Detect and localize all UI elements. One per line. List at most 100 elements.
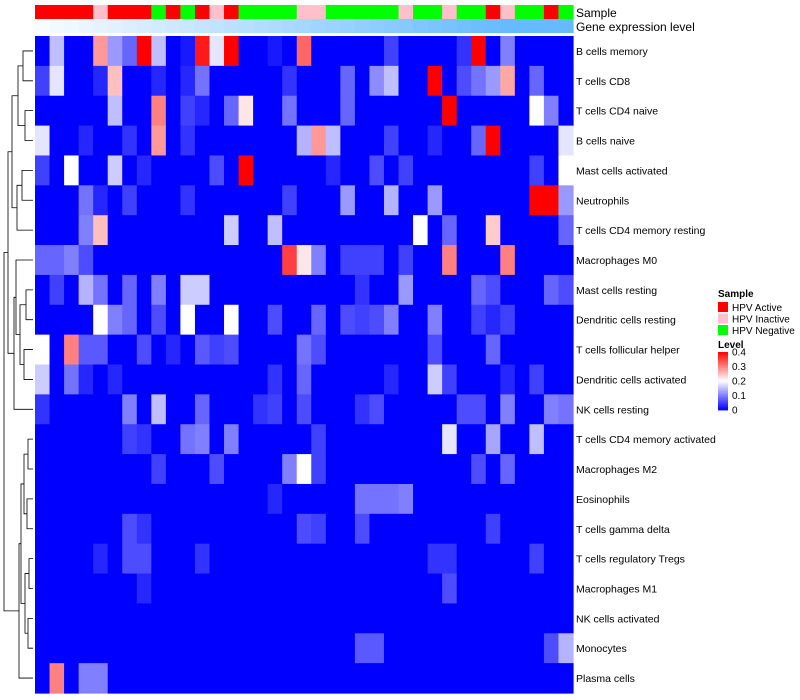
heatmap-cell [442, 633, 458, 664]
heatmap-cell [78, 663, 94, 694]
level-colorbar-step [718, 392, 728, 395]
heatmap-cell [296, 633, 312, 664]
heatmap-cell [471, 513, 487, 545]
heatmap-cell [209, 215, 225, 246]
heatmap-cell [238, 633, 254, 664]
expression-annotation-cell [194, 19, 211, 33]
heatmap-cell [471, 543, 487, 575]
heatmap-cell [93, 663, 109, 694]
heatmap-cell [238, 65, 254, 97]
heatmap-cell [398, 513, 414, 545]
heatmap-cell [500, 95, 516, 127]
heatmap-cell [529, 334, 545, 366]
heatmap-cell [369, 36, 385, 67]
heatmap-cell [209, 364, 225, 395]
heatmap-cell [267, 65, 283, 97]
row-label: Monocytes [576, 643, 627, 655]
row-label: Eosinophils [576, 494, 630, 506]
level-colorbar-step [718, 386, 728, 389]
heatmap-cell [340, 36, 356, 67]
heatmap-cell [311, 36, 327, 67]
heatmap-cell [383, 274, 400, 306]
heatmap-cell [151, 364, 167, 395]
heatmap-cell [369, 364, 385, 395]
heatmap-cell [296, 95, 312, 127]
heatmap-cell [165, 394, 182, 425]
heatmap-cell [35, 603, 51, 634]
heatmap-cell [369, 304, 385, 336]
heatmap-cell [78, 424, 94, 455]
heatmap-cell [354, 304, 371, 336]
heatmap-cell [35, 334, 51, 366]
heatmap-cell [93, 65, 109, 97]
dendrogram-branch [19, 304, 26, 365]
heatmap-cell [224, 573, 240, 605]
heatmap-cell [311, 65, 327, 97]
heatmap-cell [267, 245, 283, 276]
sample-annotation-cell [151, 5, 167, 19]
heatmap-cell [165, 573, 182, 605]
heatmap-cell [514, 573, 530, 605]
heatmap-cell [413, 424, 429, 455]
heatmap-cell [514, 304, 530, 336]
sample-legend-title: Sample [718, 289, 754, 300]
heatmap-cell [296, 573, 312, 605]
heatmap-cell [413, 65, 429, 97]
heatmap-cell [180, 65, 196, 97]
heatmap-cell [311, 304, 327, 336]
heatmap-cell [224, 603, 240, 634]
heatmap-cell [558, 513, 574, 545]
heatmap-cell [543, 334, 560, 366]
sample-annotation-cell [238, 5, 254, 19]
heatmap-cell [267, 603, 283, 634]
heatmap-cell [194, 274, 211, 306]
heatmap-cell [267, 454, 283, 485]
heatmap-cell [427, 125, 443, 157]
heatmap-cell [427, 454, 443, 485]
heatmap-cell [93, 245, 109, 276]
heatmap-cell [93, 543, 109, 575]
heatmap-cell [180, 215, 196, 246]
heatmap-cell [529, 65, 545, 97]
heatmap-cell [442, 334, 458, 366]
heatmap-cell [325, 633, 341, 664]
heatmap-cell [413, 483, 429, 515]
heatmap-cell [194, 663, 211, 694]
heatmap-cell [151, 36, 167, 67]
level-colorbar-step [718, 395, 728, 398]
heatmap-cell [354, 274, 371, 306]
heatmap-cell [238, 603, 254, 634]
heatmap-cell [165, 245, 182, 276]
heatmap-cell [194, 36, 211, 67]
sample-annotation-cell [427, 5, 443, 19]
level-colorbar-step [718, 372, 728, 375]
heatmap-cell [558, 424, 574, 455]
dendrogram-branch [3, 252, 19, 612]
heatmap-cell [49, 454, 65, 485]
heatmap-cell [209, 125, 225, 157]
heatmap-cell [151, 424, 167, 455]
heatmap-cell [93, 424, 109, 455]
heatmap-cell [369, 65, 385, 97]
heatmap-cell [485, 185, 501, 216]
heatmap-cell [311, 454, 327, 485]
heatmap-cell [180, 125, 196, 157]
heatmap-cell [238, 424, 254, 455]
heatmap-cell [238, 543, 254, 575]
heatmap-cell [543, 185, 560, 216]
heatmap-cell [529, 274, 545, 306]
heatmap-cell [340, 364, 356, 395]
heatmap-cell [151, 483, 167, 515]
row-label: B cells naive [576, 136, 635, 148]
heatmap-cell [282, 245, 298, 276]
heatmap-cell [35, 245, 51, 276]
heatmap-cell [282, 65, 298, 97]
expression-annotation-cell [267, 19, 283, 33]
heatmap-cell [485, 215, 501, 246]
heatmap-cell [427, 155, 443, 186]
sample-annotation-cell [413, 5, 429, 19]
heatmap-cell [151, 215, 167, 246]
heatmap-cell [529, 364, 545, 395]
heatmap-cell [311, 483, 327, 515]
heatmap-cell [369, 454, 385, 485]
